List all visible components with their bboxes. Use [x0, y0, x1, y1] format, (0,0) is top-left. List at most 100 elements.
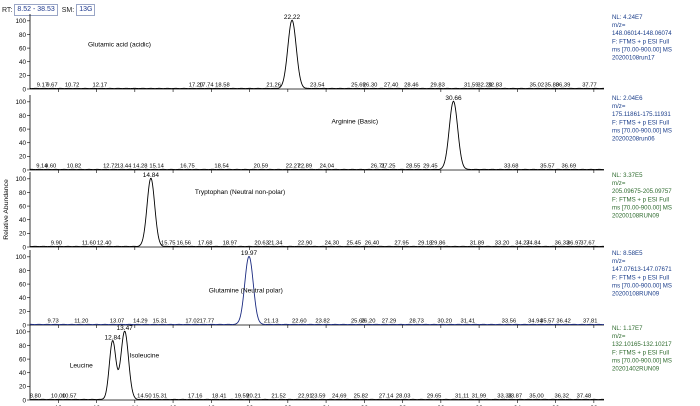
baseline-rt-label: 20.21 [246, 394, 261, 400]
baseline-rt-label: 9.17 [37, 83, 48, 89]
baseline-rt-label: 31.99 [472, 394, 487, 400]
trace-metadata-line: 132.10165-132.10217 [612, 341, 672, 348]
baseline-rt-label: 34.94 [528, 319, 543, 325]
baseline-rt-label: 18.54 [214, 164, 229, 170]
trace-metadata-line: 20201402RUN09 [612, 366, 660, 373]
baseline-rt-label: 31.89 [470, 241, 485, 247]
trace-metadata-line: F: FTMS + p ESI Full [612, 196, 669, 203]
trace-metadata-line: ms [70.00-900.00] MS [612, 204, 672, 211]
baseline-rt-label: 36.97 [567, 241, 582, 247]
baseline-rt-label: 11.60 [82, 241, 96, 247]
baseline-rt-label: 27.95 [394, 241, 409, 247]
trace-metadata-line: 20200108RUN09 [612, 291, 660, 298]
baseline-rt-label: 28.03 [396, 394, 411, 400]
trace-metadata-line: 148.06014-148.06074 [612, 30, 672, 37]
baseline-rt-label: 9.67 [46, 83, 57, 89]
trace-metadata-line: m/z= [612, 333, 626, 340]
peak-rt-label: 30.66 [445, 95, 462, 102]
baseline-rt-label: 37.81 [583, 319, 598, 325]
chromatogram-trace [29, 256, 605, 326]
y-tick-label: 0 [22, 244, 26, 251]
baseline-rt-label: 36.39 [556, 83, 571, 89]
compound-name-label: Leucine [70, 362, 93, 369]
baseline-rt-label: 10.00 [51, 394, 66, 400]
baseline-rt-label: 29.83 [430, 83, 445, 89]
baseline-rt-label: 21.52 [271, 394, 286, 400]
baseline-rt-label: 34.27 [515, 241, 530, 247]
baseline-rt-label: 26.40 [365, 241, 380, 247]
baseline-rt-label: 22.89 [298, 164, 313, 170]
baseline-rt-label: 10.82 [67, 164, 82, 170]
trace-metadata-line: NL: 8.58E5 [612, 250, 643, 257]
baseline-rt-label: 17.68 [198, 241, 213, 247]
y-tick-label: 80 [19, 268, 27, 275]
panel-4: 0 20 40 60 80 100 19.97 9.73 11.20 13.07 14.29 15.3… [15, 250, 672, 329]
y-tick-label: 0 [22, 86, 26, 93]
baseline-rt-label: 12.40 [97, 241, 112, 247]
baseline-rt-label: 9.90 [51, 241, 62, 247]
y-tick-label: 100 [15, 99, 26, 106]
baseline-rt-label: 32.83 [488, 83, 503, 89]
y-tick-label: 40 [19, 140, 27, 147]
baseline-rt-label: 22.90 [298, 241, 313, 247]
baseline-rt-label: 21.34 [268, 241, 283, 247]
baseline-rt-label: 17.02 [185, 319, 200, 325]
y-tick-label: 20 [19, 73, 27, 80]
baseline-rt-label: 36.33 [555, 241, 570, 247]
trace-metadata-line: m/z= [612, 22, 626, 29]
trace-metadata-line: 20200108run17 [612, 55, 655, 62]
baseline-rt-label: 28.46 [404, 83, 419, 89]
trace-metadata-line: F: FTMS + p ESI Full [612, 119, 669, 126]
baseline-rt-label: 9.60 [45, 164, 56, 170]
trace-metadata-line: 205.09675-205.09757 [612, 188, 672, 195]
baseline-rt-label: 31.41 [461, 319, 476, 325]
baseline-rt-label: 35.02 [530, 83, 545, 89]
y-tick-label: 60 [19, 45, 27, 52]
y-tick-label: 40 [19, 217, 27, 224]
baseline-rt-label: 29.45 [423, 164, 438, 170]
baseline-rt-label: 36.42 [556, 319, 571, 325]
trace-metadata-line: 175.11861-175.11931 [612, 111, 671, 118]
baseline-rt-label: 33.33 [497, 394, 512, 400]
y-tick-label: 100 [15, 18, 26, 25]
baseline-rt-label: 29.18 [418, 241, 433, 247]
baseline-rt-label: 25.82 [354, 394, 369, 400]
y-tick-label: 80 [19, 190, 27, 197]
chromatogram-trace [29, 100, 605, 171]
baseline-rt-label: 26.20 [361, 319, 376, 325]
baseline-rt-label: 14.29 [133, 319, 148, 325]
smoothing-field[interactable]: 13G [76, 4, 96, 16]
baseline-rt-label: 27.25 [381, 164, 396, 170]
y-tick-label: 20 [19, 154, 27, 161]
y-tick-label: 40 [19, 59, 27, 66]
trace-metadata-line: m/z= [612, 258, 626, 265]
baseline-rt-label: 28.73 [409, 319, 424, 325]
baseline-rt-label: 33.56 [502, 319, 517, 325]
baseline-rt-label: 24.30 [325, 241, 340, 247]
baseline-rt-label: 33.20 [495, 241, 510, 247]
baseline-rt-label: 20.63 [254, 241, 269, 247]
y-tick-label: 0 [22, 167, 26, 174]
baseline-rt-label: 33.87 [508, 394, 523, 400]
baseline-rt-label: 31.59 [464, 83, 479, 89]
baseline-rt-label: 22.60 [292, 319, 307, 325]
baseline-rt-label: 37.67 [580, 241, 595, 247]
baseline-rt-label: 21.13 [264, 319, 279, 325]
baseline-rt-label: 23.82 [315, 319, 330, 325]
trace-metadata-line: F: FTMS + p ESI Full [612, 349, 669, 356]
baseline-rt-label: 20.59 [254, 164, 269, 170]
baseline-rt-label: 25.45 [347, 241, 362, 247]
trace-metadata-line: NL: 1.17E7 [612, 325, 643, 332]
panel-5: 0 20 40 60 80 100 12.84 13.47 8.80 10.0010.57 14.5… [15, 325, 672, 404]
chromatogram-trace [29, 19, 604, 90]
rt-range-field[interactable]: 8.52 - 38.53 [14, 4, 58, 16]
baseline-rt-label: 18.41 [212, 394, 227, 400]
baseline-rt-label: 14.28 [133, 164, 148, 170]
trace-metadata-line: F: FTMS + p ESI Full [612, 274, 669, 281]
baseline-rt-label: 25.69 [351, 83, 366, 89]
panel-2: 0 20 40 60 80 100 30.66 9.149.60 10.82 12.72 13.44… [15, 95, 671, 174]
baseline-rt-label: 14.50 [137, 394, 152, 400]
trace-metadata-line: 20200208run06 [612, 136, 655, 143]
baseline-rt-label: 23.54 [310, 83, 325, 89]
